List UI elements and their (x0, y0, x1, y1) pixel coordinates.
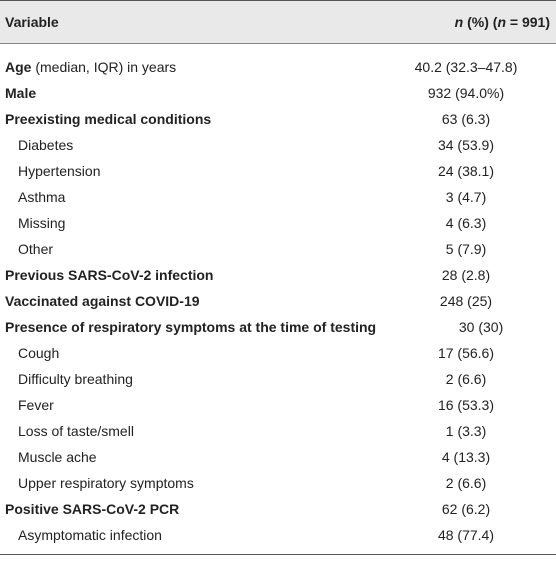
header-value-part: (%) ( (463, 14, 498, 30)
child-row: Asthma 3 (4.7) (0, 184, 556, 210)
label-text: Cough (18, 345, 60, 361)
row-value: 932 (94.0%) (427, 85, 505, 101)
header-value-part: n (454, 14, 464, 30)
row-label: Other (0, 241, 346, 257)
table-body: Age (median, IQR) in years 40.2 (32.3–47.… (0, 44, 556, 554)
child-row: Missing 4 (6.3) (0, 210, 556, 236)
row-label: Difficulty breathing (0, 371, 346, 387)
row-label: Asymptomatic infection (0, 527, 346, 543)
row-label: Vaccinated against COVID-19 (0, 293, 346, 309)
row-value: 16 (53.3) (437, 397, 495, 413)
row-label: Missing (0, 215, 346, 231)
child-row: Loss of taste/smell 1 (3.3) (0, 418, 556, 444)
label-text: Difficulty breathing (18, 371, 133, 387)
label-text: Vaccinated against COVID-19 (5, 293, 200, 309)
row-value: 3 (4.7) (445, 189, 487, 205)
child-row: Difficulty breathing 2 (6.6) (0, 366, 556, 392)
row-label: Previous SARS-CoV-2 infection (0, 267, 346, 283)
row-value: 17 (56.6) (437, 345, 495, 361)
row-label: Age (median, IQR) in years (0, 59, 346, 75)
main-row: Male 932 (94.0%) (0, 80, 556, 106)
row-label: Upper respiratory symptoms (0, 475, 346, 491)
label-text: Asymptomatic infection (18, 527, 162, 543)
main-row: Age (median, IQR) in years 40.2 (32.3–47.… (0, 54, 556, 80)
label-text: Loss of taste/smell (18, 423, 134, 439)
label-text: Male (5, 85, 37, 101)
main-row: Presence of respiratory symptoms at the … (0, 314, 556, 340)
row-value: 1 (3.3) (445, 423, 487, 439)
label-text: Muscle ache (18, 449, 97, 465)
label-text: Preexisting medical conditions (5, 111, 212, 127)
row-value: 40.2 (32.3–47.8) (414, 59, 518, 75)
label-text: Diabetes (18, 137, 74, 153)
child-row: Other 5 (7.9) (0, 236, 556, 262)
child-row: Diabetes 34 (53.9) (0, 132, 556, 158)
main-row: Positive SARS-CoV-2 PCR 62 (6.2) (0, 496, 556, 522)
main-row: Vaccinated against COVID-19 248 (25) (0, 288, 556, 314)
header-value-part: n (497, 14, 507, 30)
label-text: Age (5, 59, 32, 75)
row-value: 2 (6.6) (445, 371, 487, 387)
row-label: Presence of respiratory symptoms at the … (0, 319, 376, 335)
row-label: Fever (0, 397, 346, 413)
row-value: 63 (6.3) (441, 111, 491, 127)
label-text: Positive SARS-CoV-2 PCR (5, 501, 180, 517)
row-label: Preexisting medical conditions (0, 111, 346, 127)
label-text: Missing (18, 215, 66, 231)
label-text: Fever (18, 397, 54, 413)
row-value: 62 (6.2) (441, 501, 491, 517)
child-row: Asymptomatic infection 48 (77.4) (0, 522, 556, 548)
row-value: 34 (53.9) (437, 137, 495, 153)
header-value: n (%) (n = 991) (340, 14, 556, 30)
label-text: Upper respiratory symptoms (18, 475, 194, 491)
child-row: Fever 16 (53.3) (0, 392, 556, 418)
label-text: Previous SARS-CoV-2 infection (5, 267, 214, 283)
row-value: 248 (25) (439, 293, 493, 309)
row-label: Diabetes (0, 137, 346, 153)
row-label: Muscle ache (0, 449, 346, 465)
label-text: Asthma (18, 189, 66, 205)
row-label: Hypertension (0, 163, 346, 179)
row-label: Cough (0, 345, 346, 361)
child-row: Hypertension 24 (38.1) (0, 158, 556, 184)
label-text: Other (18, 241, 54, 257)
main-row: Preexisting medical conditions 63 (6.3) (0, 106, 556, 132)
label-text: Hypertension (18, 163, 101, 179)
row-label: Male (0, 85, 346, 101)
child-row: Muscle ache 4 (13.3) (0, 444, 556, 470)
row-value: 4 (13.3) (441, 449, 491, 465)
child-row: Cough 17 (56.6) (0, 340, 556, 366)
row-value: 24 (38.1) (437, 163, 495, 179)
main-row: Previous SARS-CoV-2 infection 28 (2.8) (0, 262, 556, 288)
row-label: Positive SARS-CoV-2 PCR (0, 501, 346, 517)
row-label: Loss of taste/smell (0, 423, 346, 439)
row-value: 2 (6.6) (445, 475, 487, 491)
header-value-part: = 991) (506, 14, 550, 30)
label-text: Presence of respiratory symptoms at the … (5, 319, 377, 335)
row-label: Asthma (0, 189, 346, 205)
label-note: (median, IQR) in years (31, 59, 177, 75)
row-value: 30 (30) (458, 319, 504, 335)
row-value: 28 (2.8) (441, 267, 491, 283)
row-value: 5 (7.9) (445, 241, 487, 257)
row-value: 48 (77.4) (437, 527, 495, 543)
row-value: 4 (6.3) (445, 215, 487, 231)
header-variable: Variable (5, 14, 59, 30)
table-header: Variable n (%) (n = 991) (0, 1, 556, 44)
child-row: Upper respiratory symptoms 2 (6.6) (0, 470, 556, 496)
